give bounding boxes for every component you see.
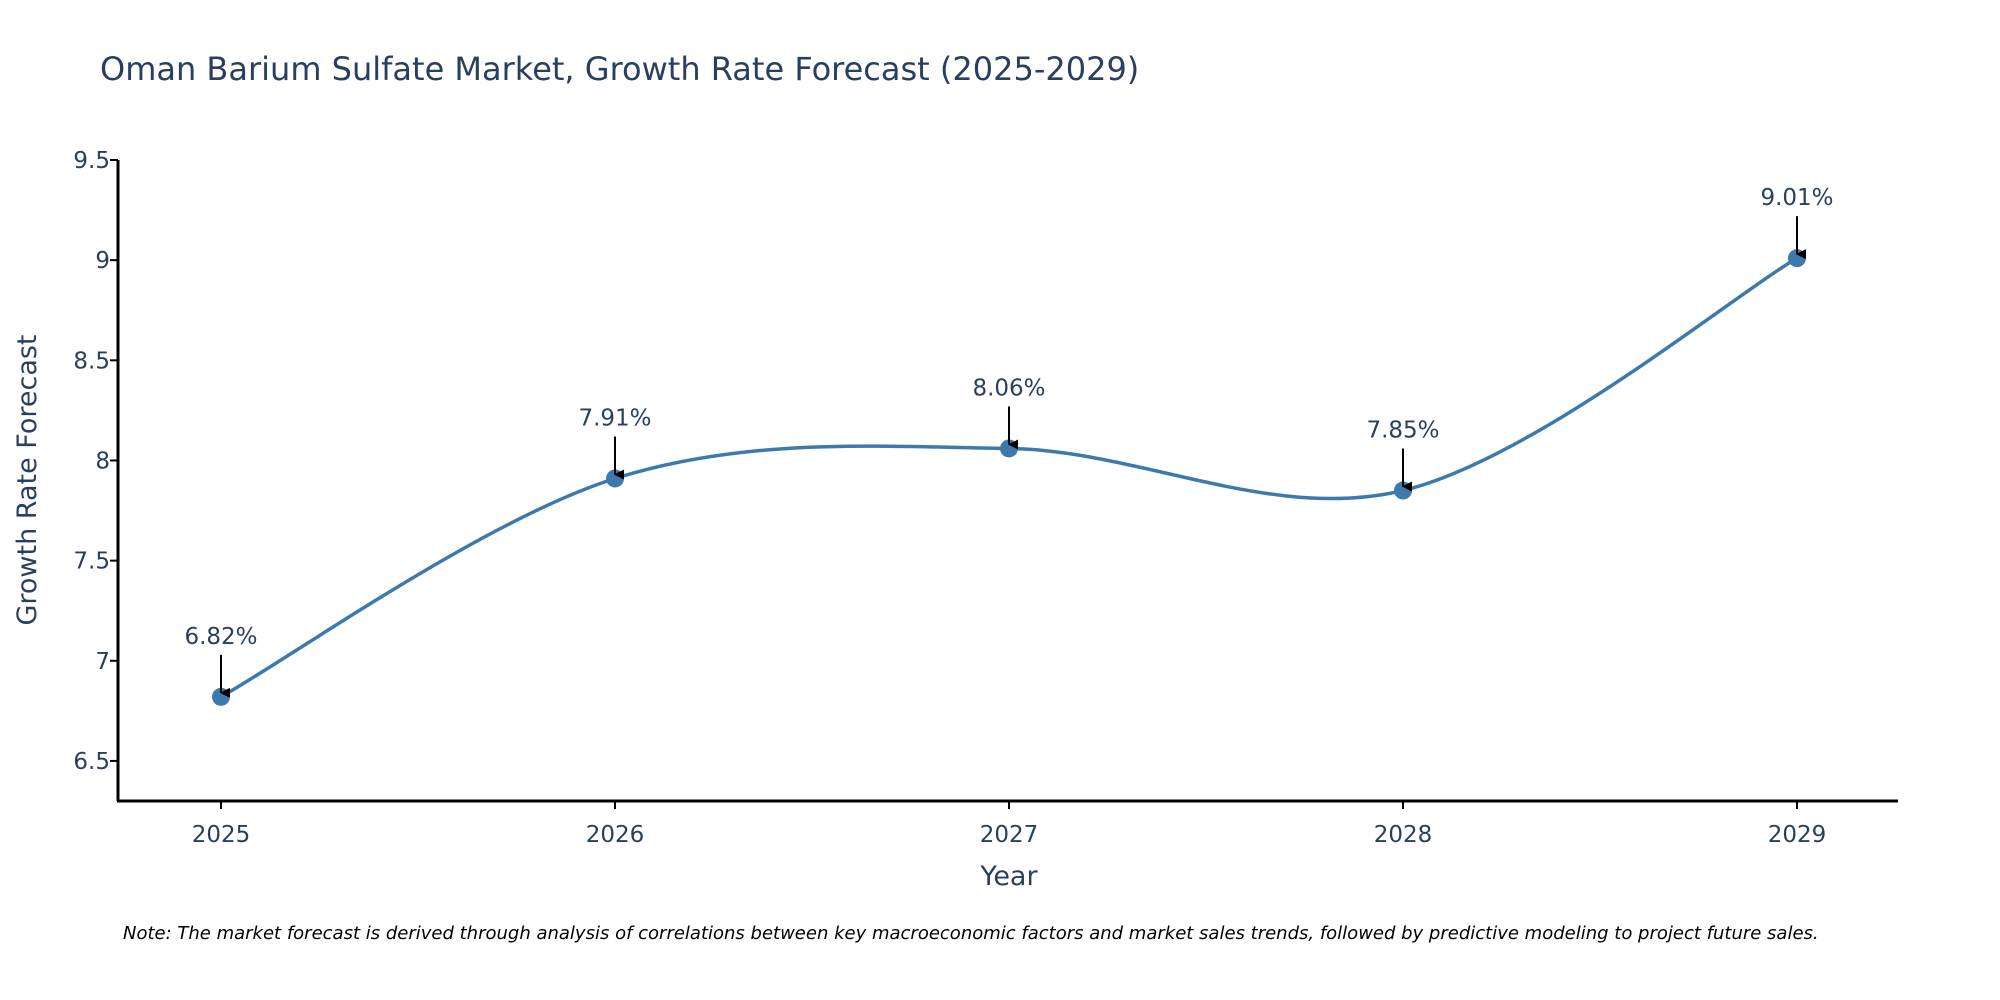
data-label-2026: 7.91%	[578, 405, 651, 431]
data-label-2027: 8.06%	[972, 375, 1045, 401]
data-annotations: 6.82% 7.91% 8.06% 7.85% 9.01%	[184, 185, 1834, 698]
x-ticks: 2025 2026 2027 2028 2029	[192, 801, 1827, 848]
series-line	[220, 256, 1798, 699]
y-tick-label: 9	[95, 248, 110, 274]
data-label-2028: 7.85%	[1366, 418, 1439, 444]
x-tick-label: 2029	[1768, 822, 1827, 848]
y-tick-label: 7	[95, 649, 110, 675]
x-axis-title: Year	[979, 861, 1038, 892]
chart-title: Oman Barium Sulfate Market, Growth Rate …	[100, 50, 1139, 88]
data-label-2025: 6.82%	[184, 624, 257, 650]
y-axis-title: Growth Rate Forecast	[12, 334, 43, 625]
footnote: Note: The market forecast is derived thr…	[123, 923, 1819, 944]
x-tick-label: 2025	[192, 822, 251, 848]
axes	[116, 160, 1898, 803]
x-tick-label: 2028	[1374, 822, 1433, 848]
y-tick-label: 6.5	[73, 749, 110, 775]
y-ticks: 6.5 7 7.5 8 8.5 9 9.5	[73, 148, 118, 775]
data-label-2029: 9.01%	[1760, 185, 1833, 211]
y-tick-label: 9.5	[73, 148, 110, 174]
y-tick-label: 8.5	[73, 348, 110, 374]
x-tick-label: 2026	[586, 822, 645, 848]
y-tick-label: 7.5	[73, 549, 110, 575]
data-points	[212, 249, 1806, 706]
x-tick-label: 2027	[980, 822, 1039, 848]
y-tick-label: 8	[95, 448, 110, 474]
